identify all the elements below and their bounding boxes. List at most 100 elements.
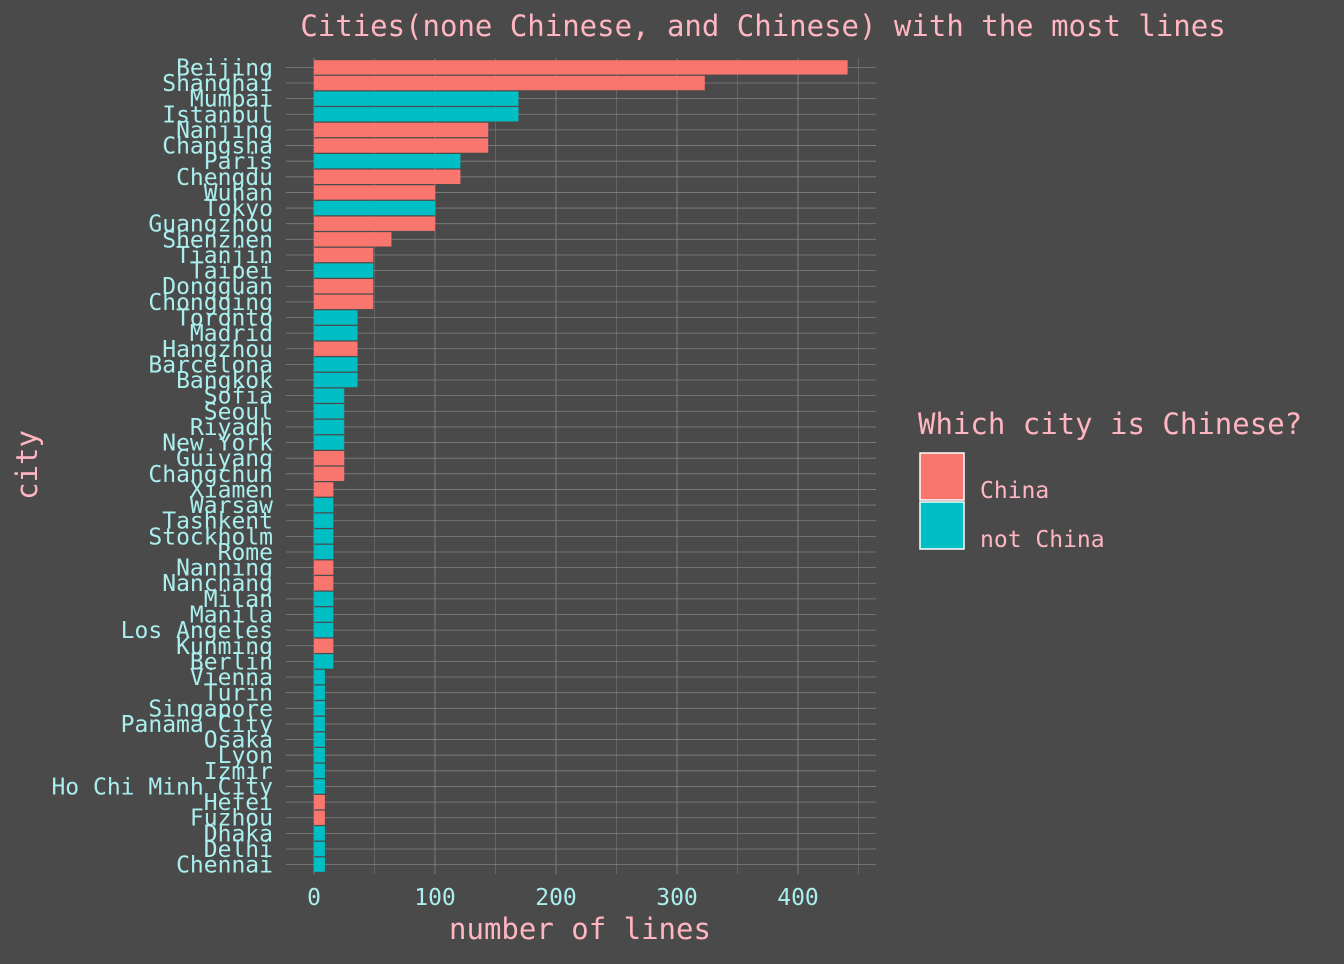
bar-mumbai xyxy=(314,91,519,106)
bar-chengdu xyxy=(314,169,461,184)
y-tick-label: Fuzhou xyxy=(190,806,273,832)
bar-layer xyxy=(314,60,848,872)
bar-manila xyxy=(314,607,334,622)
bar-tashkent xyxy=(314,513,334,528)
bar-hefei xyxy=(314,794,325,810)
bar-seoul xyxy=(314,404,345,419)
bar-shenzhen xyxy=(314,232,392,247)
bar-sofia xyxy=(314,388,345,403)
y-tick-label: Dhaka xyxy=(204,821,273,847)
y-tick-label: Shanghai xyxy=(162,71,273,97)
bar-taipei xyxy=(314,263,374,278)
y-tick-label: Istanbul xyxy=(162,102,273,128)
y-tick-label: Sofia xyxy=(204,384,273,410)
y-tick-label: Riyadh xyxy=(190,415,273,441)
y-tick-label: Rome xyxy=(218,540,273,566)
bar-chongqing xyxy=(314,294,374,310)
x-tick-label: 400 xyxy=(777,885,819,911)
bar-riyadh xyxy=(314,419,345,435)
y-tick-label: Osaka xyxy=(204,728,273,754)
bar-turin xyxy=(314,685,325,700)
y-tick-label: Chennai xyxy=(176,853,273,879)
y-tick-label: Hefei xyxy=(204,790,273,816)
y-tick-label: Paris xyxy=(204,149,273,175)
legend-label-not-china: not China xyxy=(980,527,1105,553)
y-tick-label: Turin xyxy=(204,681,273,707)
bar-nanchang xyxy=(314,576,334,591)
bar-milan xyxy=(314,591,334,607)
y-tick-label: Barcelona xyxy=(148,352,273,378)
y-tick-label: Panama City xyxy=(121,712,273,738)
legend: Which city is Chinese? China not China xyxy=(918,407,1302,553)
y-tick-label: New York xyxy=(162,431,273,457)
bar-izmir xyxy=(314,763,325,779)
bar-nanning xyxy=(314,560,334,575)
bar-berlin xyxy=(314,654,334,669)
bar-rome xyxy=(314,544,334,560)
bar-wuhan xyxy=(314,185,435,200)
y-tick-label: Seoul xyxy=(204,399,273,425)
y-tick-label: Bangkok xyxy=(176,368,273,394)
bar-lyon xyxy=(314,748,325,763)
legend-title: Which city is Chinese? xyxy=(918,407,1302,441)
y-tick-labels: BeijingShanghaiMumbaiIstanbulNanjingChan… xyxy=(51,55,273,878)
y-tick-label: Madrid xyxy=(190,321,273,347)
y-tick-label: Shenzhen xyxy=(162,227,273,253)
bar-tokyo xyxy=(314,200,435,216)
bar-shanghai xyxy=(314,75,705,91)
y-axis-label: city xyxy=(10,430,44,500)
x-tick-labels: 0 100 200 300 400 xyxy=(307,885,819,911)
y-tick-label: Xiamen xyxy=(190,477,273,503)
bar-kunming xyxy=(314,638,334,653)
legend-swatch-china xyxy=(919,452,965,501)
y-tick-label: Ho Chi Minh City xyxy=(51,774,273,800)
bar-chennai xyxy=(314,857,325,872)
bar-madrid xyxy=(314,325,358,341)
bar-hangzhou xyxy=(314,341,358,356)
y-tick-label: Manila xyxy=(190,603,273,629)
bar-new-york xyxy=(314,435,345,450)
chart-title: Cities(none Chinese, and Chinese) with t… xyxy=(300,9,1225,43)
y-tick-label: Berlin xyxy=(190,649,273,675)
y-tick-label: Changchun xyxy=(148,462,273,488)
y-tick-label: Tokyo xyxy=(204,196,273,222)
legend-swatch-not-china xyxy=(919,501,965,550)
bar-changsha xyxy=(314,138,489,153)
bar-tianjin xyxy=(314,247,374,263)
bar-dongguan xyxy=(314,279,374,294)
y-tick-label: Dongguan xyxy=(162,274,273,300)
y-tick-label: Changsha xyxy=(162,134,273,160)
bar-delhi xyxy=(314,841,325,857)
y-tick-label: Chongqing xyxy=(148,290,273,316)
bar-xiamen xyxy=(314,482,334,497)
bar-beijing xyxy=(314,60,848,75)
y-tick-label: Singapore xyxy=(148,696,273,722)
y-tick-label: Taipei xyxy=(190,259,273,285)
bar-panama-city xyxy=(314,716,325,732)
bar-changchun xyxy=(314,466,345,482)
y-tick-label: Chengdu xyxy=(176,165,273,191)
y-tick-label: Nanchang xyxy=(162,571,273,597)
y-tick-label: Beijing xyxy=(176,55,273,81)
y-tick-label: Toronto xyxy=(176,305,273,331)
bar-istanbul xyxy=(314,107,519,122)
y-tick-label: Milan xyxy=(204,587,273,613)
bar-fuzhou xyxy=(314,810,325,825)
bar-paris xyxy=(314,153,461,169)
y-tick-label: Hangzhou xyxy=(162,337,273,363)
y-tick-label: Warsaw xyxy=(190,493,273,519)
x-axis-label: number of lines xyxy=(449,912,711,946)
y-tick-label: Delhi xyxy=(204,837,273,863)
x-tick-label: 0 xyxy=(307,885,321,911)
bar-vienna xyxy=(314,669,325,685)
y-tick-label: Los Angeles xyxy=(121,618,273,644)
y-tick-label: Lyon xyxy=(218,743,273,769)
bar-ho-chi-minh-city xyxy=(314,779,325,794)
y-tick-label: Mumbai xyxy=(190,87,273,113)
bar-dhaka xyxy=(314,826,325,841)
y-tick-label: Nanjing xyxy=(176,118,273,144)
bar-bangkok xyxy=(314,372,358,388)
